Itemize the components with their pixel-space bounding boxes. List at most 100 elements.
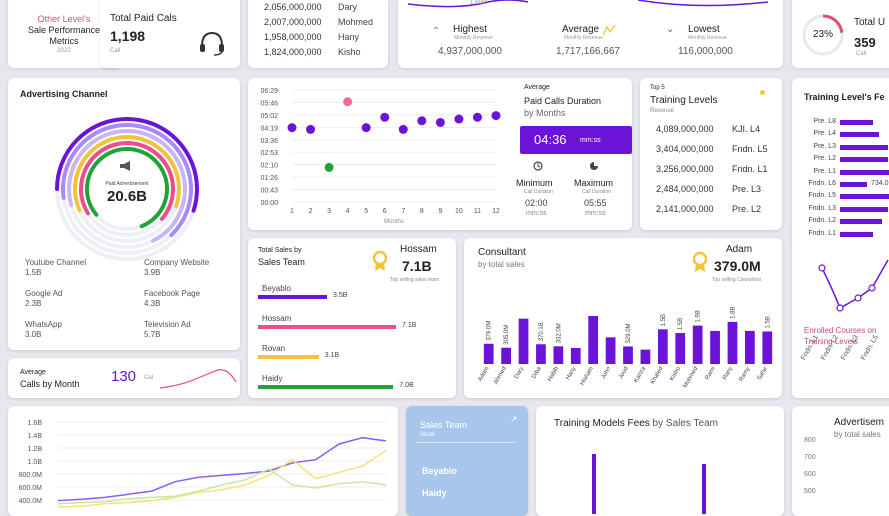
lowest-value: 116,000,000 (678, 46, 733, 57)
consultant-bar-label: 379.0M (487, 321, 493, 341)
consultant-bar-label: 1.9B (696, 310, 702, 322)
fee-row-name: Fndn. L1 (808, 229, 836, 237)
ring-arc (79, 141, 175, 237)
advertising-channel-card: Advertising Channel Paid Advertisement 2… (8, 78, 240, 350)
duration-label2: Paid Calls Duration (524, 96, 602, 106)
metrics-title-line3: Metrics (49, 36, 79, 46)
highest-value: 4,937,000,000 (438, 46, 502, 57)
total-units-unit: Call (856, 51, 867, 57)
total-units-card: 23% Total U 359 Call (792, 0, 889, 68)
consultant-bar (640, 349, 651, 364)
training-levels-sub: Revenue (650, 108, 675, 114)
avg-calls-value: 130 (111, 368, 137, 385)
training-level-value: 3,404,000,000 (656, 144, 714, 154)
y-tick-label: 05:46 (260, 100, 278, 107)
top-list-value: 2,007,000,000 (264, 17, 322, 27)
channel-google: Google Ad 2.3B (25, 289, 62, 309)
x-tick-label: 11 (474, 208, 481, 215)
channel-name: Google Ad (25, 289, 63, 298)
slicer-sub: Slicer (420, 432, 436, 438)
consultant-name-label: Safar (757, 366, 769, 381)
sales-team-slicer[interactable]: Sales Team Slicer ↗ Beyablo Haidy (406, 406, 528, 516)
consultant-bar (518, 318, 529, 364)
fee-row-name: Fndn. L3 (808, 204, 836, 212)
y-tick-label: 600.0M (19, 485, 43, 492)
consultant-bar-chart: 379.0M Adam 305.0M Ahmed Dary 370.1B Diba 332.0… (477, 307, 773, 389)
consultant-bar (536, 344, 546, 364)
top-list-name: Dary (338, 2, 358, 12)
advertising-radial-chart (55, 117, 199, 261)
consultant-card: Consultant by total sales Adam 379.0M To… (464, 238, 782, 398)
y-tick-label: 00:43 (260, 188, 278, 195)
channel-name: Youtube Channel (25, 258, 87, 267)
duration-label1: Average (524, 84, 550, 91)
ring-arc (61, 123, 193, 255)
training-fees-card: Training Level's Fe Pre. L8 Pre. L4 Pre. L… (792, 78, 889, 398)
sales-team-value: 3.1B (324, 352, 340, 359)
channel-whatsapp: WhatsApp 3.0B (25, 320, 62, 340)
sales-team-bar (258, 325, 396, 329)
sales-team-top-name: Hossam (400, 244, 437, 255)
slicer-item-beyablo[interactable]: Beyablo (422, 466, 458, 476)
advert-tick: 600 (804, 471, 816, 478)
call-duration-chart-card: 06:29 05:46 05:02 04:19 03:36 02:53 02:10 01:26… (248, 78, 632, 230)
enrolled-x-label: Fndn. L1 (800, 334, 820, 362)
paid-calls-label: Total Paid Cals (110, 13, 177, 24)
percent-value: 23% (812, 29, 833, 40)
sales-team-bar (258, 385, 394, 389)
y-tick-label: 06:29 (260, 88, 278, 95)
x-tick-label: 5 (364, 208, 368, 215)
training-level-name: Fndn. L5 (732, 144, 768, 154)
expand-icon[interactable]: ↗ (510, 414, 518, 424)
consultant-name-label: Mohmed (683, 366, 700, 389)
top-list-value: 1,824,000,000 (264, 47, 322, 57)
consultant-bar-label: 1.5B (661, 314, 667, 326)
channel-name: Company Website (144, 258, 210, 267)
models-fee-bar (592, 454, 596, 514)
average-sub: Monthly Revenue (564, 35, 603, 41)
channel-value: 4.3B (144, 299, 161, 308)
x-tick-label: 4 (346, 208, 350, 215)
max-unit: mm:ss (585, 210, 606, 217)
fee-row-name: Pre. L3 (813, 142, 836, 150)
data-point (361, 123, 371, 133)
y-tick-label: 02:10 (260, 163, 278, 170)
consultant-name-label: Dary (514, 366, 526, 380)
max-label: Maximum (574, 178, 614, 188)
x-tick-label: 8 (420, 208, 424, 215)
x-tick-label: 6 (383, 208, 387, 215)
channel-value: 3.0B (25, 330, 42, 339)
x-tick-label: 1 (290, 208, 294, 215)
channel-television: Television Ad 5.7B (144, 320, 191, 340)
fee-row-value: 734.0 (871, 180, 889, 187)
fee-row-name: Pre. L4 (813, 130, 836, 138)
fee-row-name: Fndn. L6 (808, 180, 836, 187)
sales-team-top-sub: Top selling sales team (390, 277, 440, 283)
sales-team-card: Total Sales by Sales Team Hossam 7.1B To… (248, 238, 456, 398)
total-units-label: Total U (854, 17, 886, 28)
fee-bar (840, 231, 873, 237)
channel-youtube: Youtube Channel 1.5B (25, 258, 86, 278)
sales-team-value: 7.1B (402, 322, 417, 329)
fee-bar (840, 120, 873, 125)
fee-bar (840, 169, 889, 175)
y-tick-label: 400.0M (19, 498, 43, 505)
consultant-name-label: Joud (618, 366, 630, 380)
metrics-year: 2022 (57, 48, 71, 54)
channel-website: Company Website 3.9B (144, 258, 209, 278)
duration-label3: by Months (524, 108, 566, 118)
sales-team-value: 3.5B (333, 292, 348, 299)
consultant-bar (570, 348, 581, 364)
fee-row-name: Pre. L1 (813, 167, 836, 175)
slicer-item-haidy[interactable]: Haidy (422, 488, 447, 498)
consultant-bar-label: 329.0M (626, 323, 632, 343)
consultant-name-label: Kisho (669, 365, 682, 382)
call-duration-scatter: 06:29 05:46 05:02 04:19 03:36 02:53 02:10 01:26… (260, 88, 501, 225)
max-sub: Call Duration (582, 189, 611, 195)
top-list-name: Hany (338, 32, 360, 42)
y-tick-label: 05:02 (260, 113, 278, 120)
min-label: Minimum (516, 178, 553, 188)
revenue-line-card: 1.6B 1.4B 1.2B 1.0B 800.0M 600.0M 400.0M (8, 406, 398, 516)
avg-calls-sparkline (159, 369, 237, 389)
average-label: Average (562, 24, 600, 35)
